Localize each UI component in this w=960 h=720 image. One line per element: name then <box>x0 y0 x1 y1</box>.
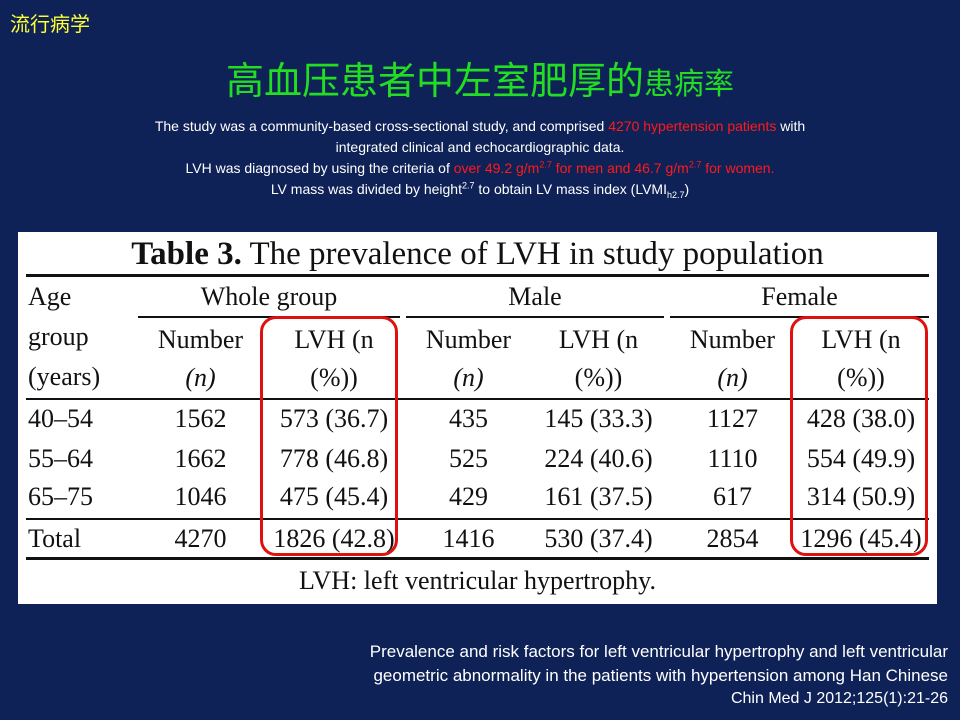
table-caption: Table 3. The prevalence of LVH in study … <box>131 236 824 272</box>
intro-emphasis: 4270 hypertension patients <box>608 118 777 134</box>
slide-title-suffix: 患病率 <box>644 67 734 102</box>
intro-emphasis: over 49.2 g/m2.7 for men and 46.7 g/m2.7… <box>453 159 775 176</box>
intro-text: LV mass was divided by height <box>270 181 462 197</box>
table-cell: 1046 <box>174 482 227 511</box>
table-cell: 1662 <box>174 444 227 473</box>
table-cell: 314 (50.9) <box>806 482 916 511</box>
table-cell: 161 (37.5) <box>544 482 653 511</box>
table-footnote: LVH: left ventricular hypertrophy. <box>299 566 656 595</box>
table-cell: 224 (40.6) <box>544 444 653 473</box>
header-lvh-pct: (%)) <box>574 363 623 392</box>
table-cell: 429 <box>449 482 488 511</box>
header-age-years: (years) <box>28 362 101 391</box>
header-male: Male <box>508 282 562 311</box>
intro-text: with <box>776 118 806 134</box>
total-cell: 2854 <box>706 524 759 553</box>
header-female: Female <box>761 282 838 311</box>
intro-text: The study was a community-based cross-se… <box>154 118 609 134</box>
table-cell: 428 (38.0) <box>806 404 916 433</box>
intro-text: ) <box>684 181 690 197</box>
reference-line-2: geometric abnormality in the patients wi… <box>373 666 948 685</box>
header-bottom-rule <box>26 398 929 400</box>
header-number-n: (n) <box>717 363 748 392</box>
table-cell: 525 <box>449 444 488 473</box>
total-cell: 530 (37.4) <box>544 524 653 553</box>
table-cell: 617 <box>713 482 752 511</box>
row-age: 55–64 <box>28 444 93 473</box>
intro-line-4: LV mass was divided by height2.7 to obta… <box>270 180 690 200</box>
table-top-rule <box>26 274 929 277</box>
reference-title: Prevalence and risk factors for left ven… <box>48 640 948 688</box>
slide-title: 高血压患者中左室肥厚的患病率 <box>0 50 960 105</box>
table-cell: 1562 <box>174 404 227 433</box>
intro-text: to obtain LV mass index (LVMI <box>474 181 667 197</box>
intro-line-2: integrated clinical and echocardiographi… <box>335 139 625 155</box>
table-cell: 573 (36.7) <box>279 404 389 433</box>
total-label: Total <box>28 524 82 553</box>
header-number-n: (n) <box>185 363 216 392</box>
slide-title-main: 高血压患者中左室肥厚的 <box>225 59 644 103</box>
table-cell: 778 (46.8) <box>279 444 389 473</box>
highlight-box-female-lvh <box>790 316 928 556</box>
intro-text: LVH was diagnosed by using the criteria … <box>185 160 454 176</box>
total-cell: 1826 (42.8) <box>273 524 395 553</box>
row-age: 40–54 <box>28 404 93 433</box>
highlight-box-whole-lvh <box>260 316 398 556</box>
intro-line-1: The study was a community-based cross-se… <box>60 116 900 137</box>
table-image: Table 3. The prevalence of LVH in study … <box>18 232 937 604</box>
header-age-group: group <box>28 322 89 351</box>
citation: Chin Med J 2012;125(1):21-26 <box>730 690 948 707</box>
header-whole-group: Whole group <box>200 282 338 311</box>
group-rule-male <box>406 316 664 318</box>
table-cell: 475 (45.4) <box>279 482 389 511</box>
header-number: Number <box>425 325 512 354</box>
header-lvh: LVH (n <box>294 325 374 354</box>
header-lvh: LVH (n <box>821 325 901 354</box>
total-cell: 4270 <box>174 524 227 553</box>
header-lvh: LVH (n <box>558 325 639 354</box>
table-cell: 1127 <box>706 404 759 433</box>
table-cell: 435 <box>449 404 488 433</box>
intro-line-3: LVH was diagnosed by using the criteria … <box>60 158 900 179</box>
table-cell: 1110 <box>707 444 758 473</box>
section-label: 流行病学 <box>10 12 90 36</box>
header-age: Age <box>28 282 72 311</box>
header-number: Number <box>157 325 244 354</box>
header-number-n: (n) <box>453 363 484 392</box>
table-cell: 554 (49.9) <box>806 444 916 473</box>
header-number: Number <box>689 325 776 354</box>
row-age: 65–75 <box>28 482 93 511</box>
total-top-rule <box>26 518 929 520</box>
total-cell: 1296 (45.4) <box>800 524 922 553</box>
reference-line-1: Prevalence and risk factors for left ven… <box>369 642 948 661</box>
total-cell: 1416 <box>442 524 495 553</box>
header-lvh-pct: (%)) <box>837 363 885 392</box>
table-bottom-rule <box>26 557 929 560</box>
study-description: The study was a community-based cross-se… <box>60 116 900 200</box>
table-cell: 145 (33.3) <box>544 404 653 433</box>
header-lvh-pct: (%)) <box>310 363 358 392</box>
